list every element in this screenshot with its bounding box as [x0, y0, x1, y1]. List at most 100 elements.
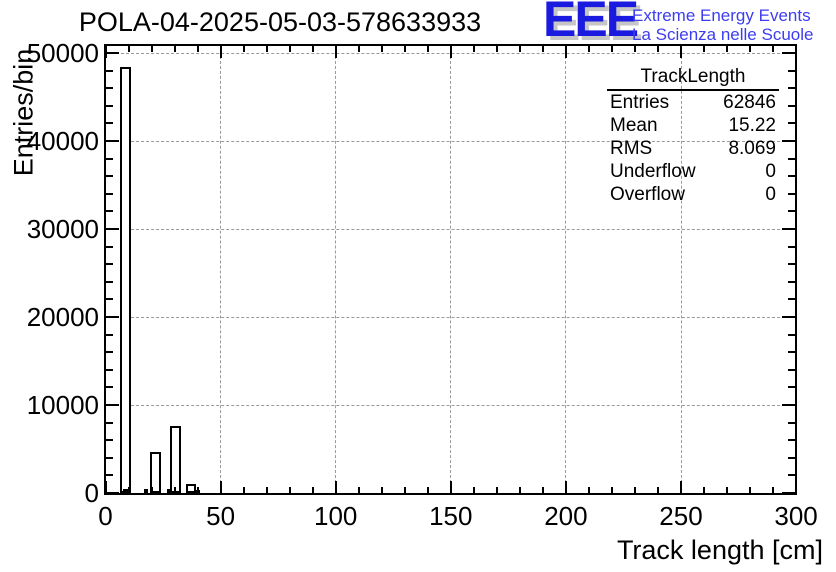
x-axis-label: 200: [544, 501, 588, 531]
y-minor-tick: [106, 122, 113, 125]
x-minor-tick-top: [772, 46, 775, 52]
x-minor-tick-top: [380, 46, 383, 52]
y-minor-tick: [106, 192, 113, 195]
y-minor-tick-right: [788, 298, 795, 301]
x-minor-tick-top: [150, 46, 153, 52]
y-major-tick: [106, 316, 119, 318]
x-minor-tick: [403, 487, 406, 493]
y-major-tick: [106, 404, 119, 406]
y-minor-tick-right: [788, 245, 795, 248]
x-minor-tick-top: [242, 46, 245, 52]
y-minor-tick-right: [788, 351, 795, 354]
x-minor-tick: [518, 487, 521, 493]
y-minor-tick: [106, 175, 113, 178]
y-minor-tick-right: [788, 280, 795, 283]
stats-title: TrackLength: [607, 66, 779, 91]
x-minor-tick-top: [265, 46, 268, 52]
grid-line-vertical: [220, 46, 222, 493]
stats-label: RMS: [610, 138, 653, 159]
y-minor-tick: [106, 69, 113, 72]
x-major-tick: [680, 481, 682, 493]
x-minor-tick-top: [403, 46, 406, 52]
logo-subtitle: Extreme Energy Events La Scienza nelle S…: [632, 6, 813, 44]
y-major-tick-right: [782, 492, 795, 494]
y-minor-tick: [106, 87, 113, 90]
y-minor-tick-right: [788, 157, 795, 160]
y-major-tick: [106, 140, 119, 142]
x-minor-tick: [495, 487, 498, 493]
x-minor-tick: [726, 487, 729, 493]
x-minor-tick: [150, 487, 153, 493]
x-minor-tick: [587, 487, 590, 493]
y-major-tick-right: [782, 52, 795, 54]
stats-row: Mean 15.22: [607, 114, 779, 137]
y-minor-tick-right: [788, 333, 795, 336]
x-minor-tick-top: [311, 46, 314, 52]
y-minor-tick-right: [788, 192, 795, 195]
y-axis-label: 20000: [26, 302, 99, 332]
stats-label: Entries: [610, 92, 670, 113]
grid-line-vertical: [335, 46, 337, 493]
x-major-tick-top: [219, 46, 222, 58]
stats-row: Entries 62846: [607, 91, 779, 114]
y-minor-tick-right: [788, 439, 795, 442]
x-axis-label: 0: [98, 501, 113, 531]
x-minor-tick: [656, 487, 659, 493]
x-minor-tick: [311, 487, 314, 493]
x-major-tick: [564, 481, 567, 493]
stats-value: 0: [765, 184, 776, 205]
histogram-bar: [186, 484, 197, 493]
x-minor-tick-top: [633, 46, 636, 52]
y-major-tick-right: [782, 404, 795, 406]
y-minor-tick-right: [788, 421, 795, 424]
y-minor-tick: [106, 263, 113, 266]
x-minor-tick: [265, 487, 268, 493]
x-axis-label: 250: [659, 501, 703, 531]
x-major-tick-top: [334, 46, 337, 58]
y-axis-label: 50000: [26, 38, 99, 68]
y-minor-tick-right: [788, 210, 795, 213]
x-minor-tick-top: [288, 46, 291, 52]
y-minor-tick: [106, 421, 113, 424]
y-minor-tick: [106, 351, 113, 354]
x-minor-tick-top: [726, 46, 729, 52]
logo-subtitle-line1: Extreme Energy Events: [632, 6, 811, 25]
y-minor-tick: [106, 333, 113, 336]
y-minor-tick-right: [788, 456, 795, 459]
x-minor-tick-top: [196, 46, 199, 52]
y-minor-tick: [106, 368, 113, 371]
x-major-tick: [449, 481, 452, 493]
x-minor-tick-top: [749, 46, 752, 52]
x-minor-tick: [541, 487, 544, 493]
stats-value: 0: [765, 161, 776, 182]
y-major-tick: [106, 492, 119, 494]
eee-logo: EEE: [543, 0, 639, 47]
y-major-tick-right: [782, 228, 795, 230]
y-minor-tick-right: [788, 122, 795, 125]
x-minor-tick: [357, 487, 360, 493]
x-minor-tick: [426, 487, 429, 493]
x-major-tick-top: [680, 46, 682, 58]
y-axis-title: Entries/bin: [8, 48, 39, 177]
y-axis-label: 40000: [26, 126, 99, 156]
x-minor-tick: [703, 487, 706, 493]
x-minor-tick-top: [173, 46, 176, 52]
x-minor-tick: [288, 487, 291, 493]
x-axis-label: 100: [313, 501, 358, 531]
stats-label: Overflow: [610, 184, 685, 205]
x-axis-label: 150: [429, 501, 473, 531]
x-minor-tick: [633, 487, 636, 493]
grid-line-vertical: [450, 46, 452, 493]
stats-label: Underflow: [610, 161, 696, 182]
x-minor-tick: [772, 487, 775, 493]
stats-label: Mean: [610, 115, 658, 136]
x-axis-label: 50: [206, 501, 236, 531]
chart-title: POLA-04-2025-05-03-578633933: [78, 7, 482, 37]
y-minor-tick: [106, 439, 113, 442]
x-minor-tick-top: [703, 46, 706, 52]
x-minor-tick-top: [495, 46, 498, 52]
x-axis-label: 300: [774, 501, 818, 531]
y-minor-tick: [106, 386, 113, 389]
histogram-bar: [167, 489, 172, 493]
histogram-bar: [120, 67, 131, 493]
